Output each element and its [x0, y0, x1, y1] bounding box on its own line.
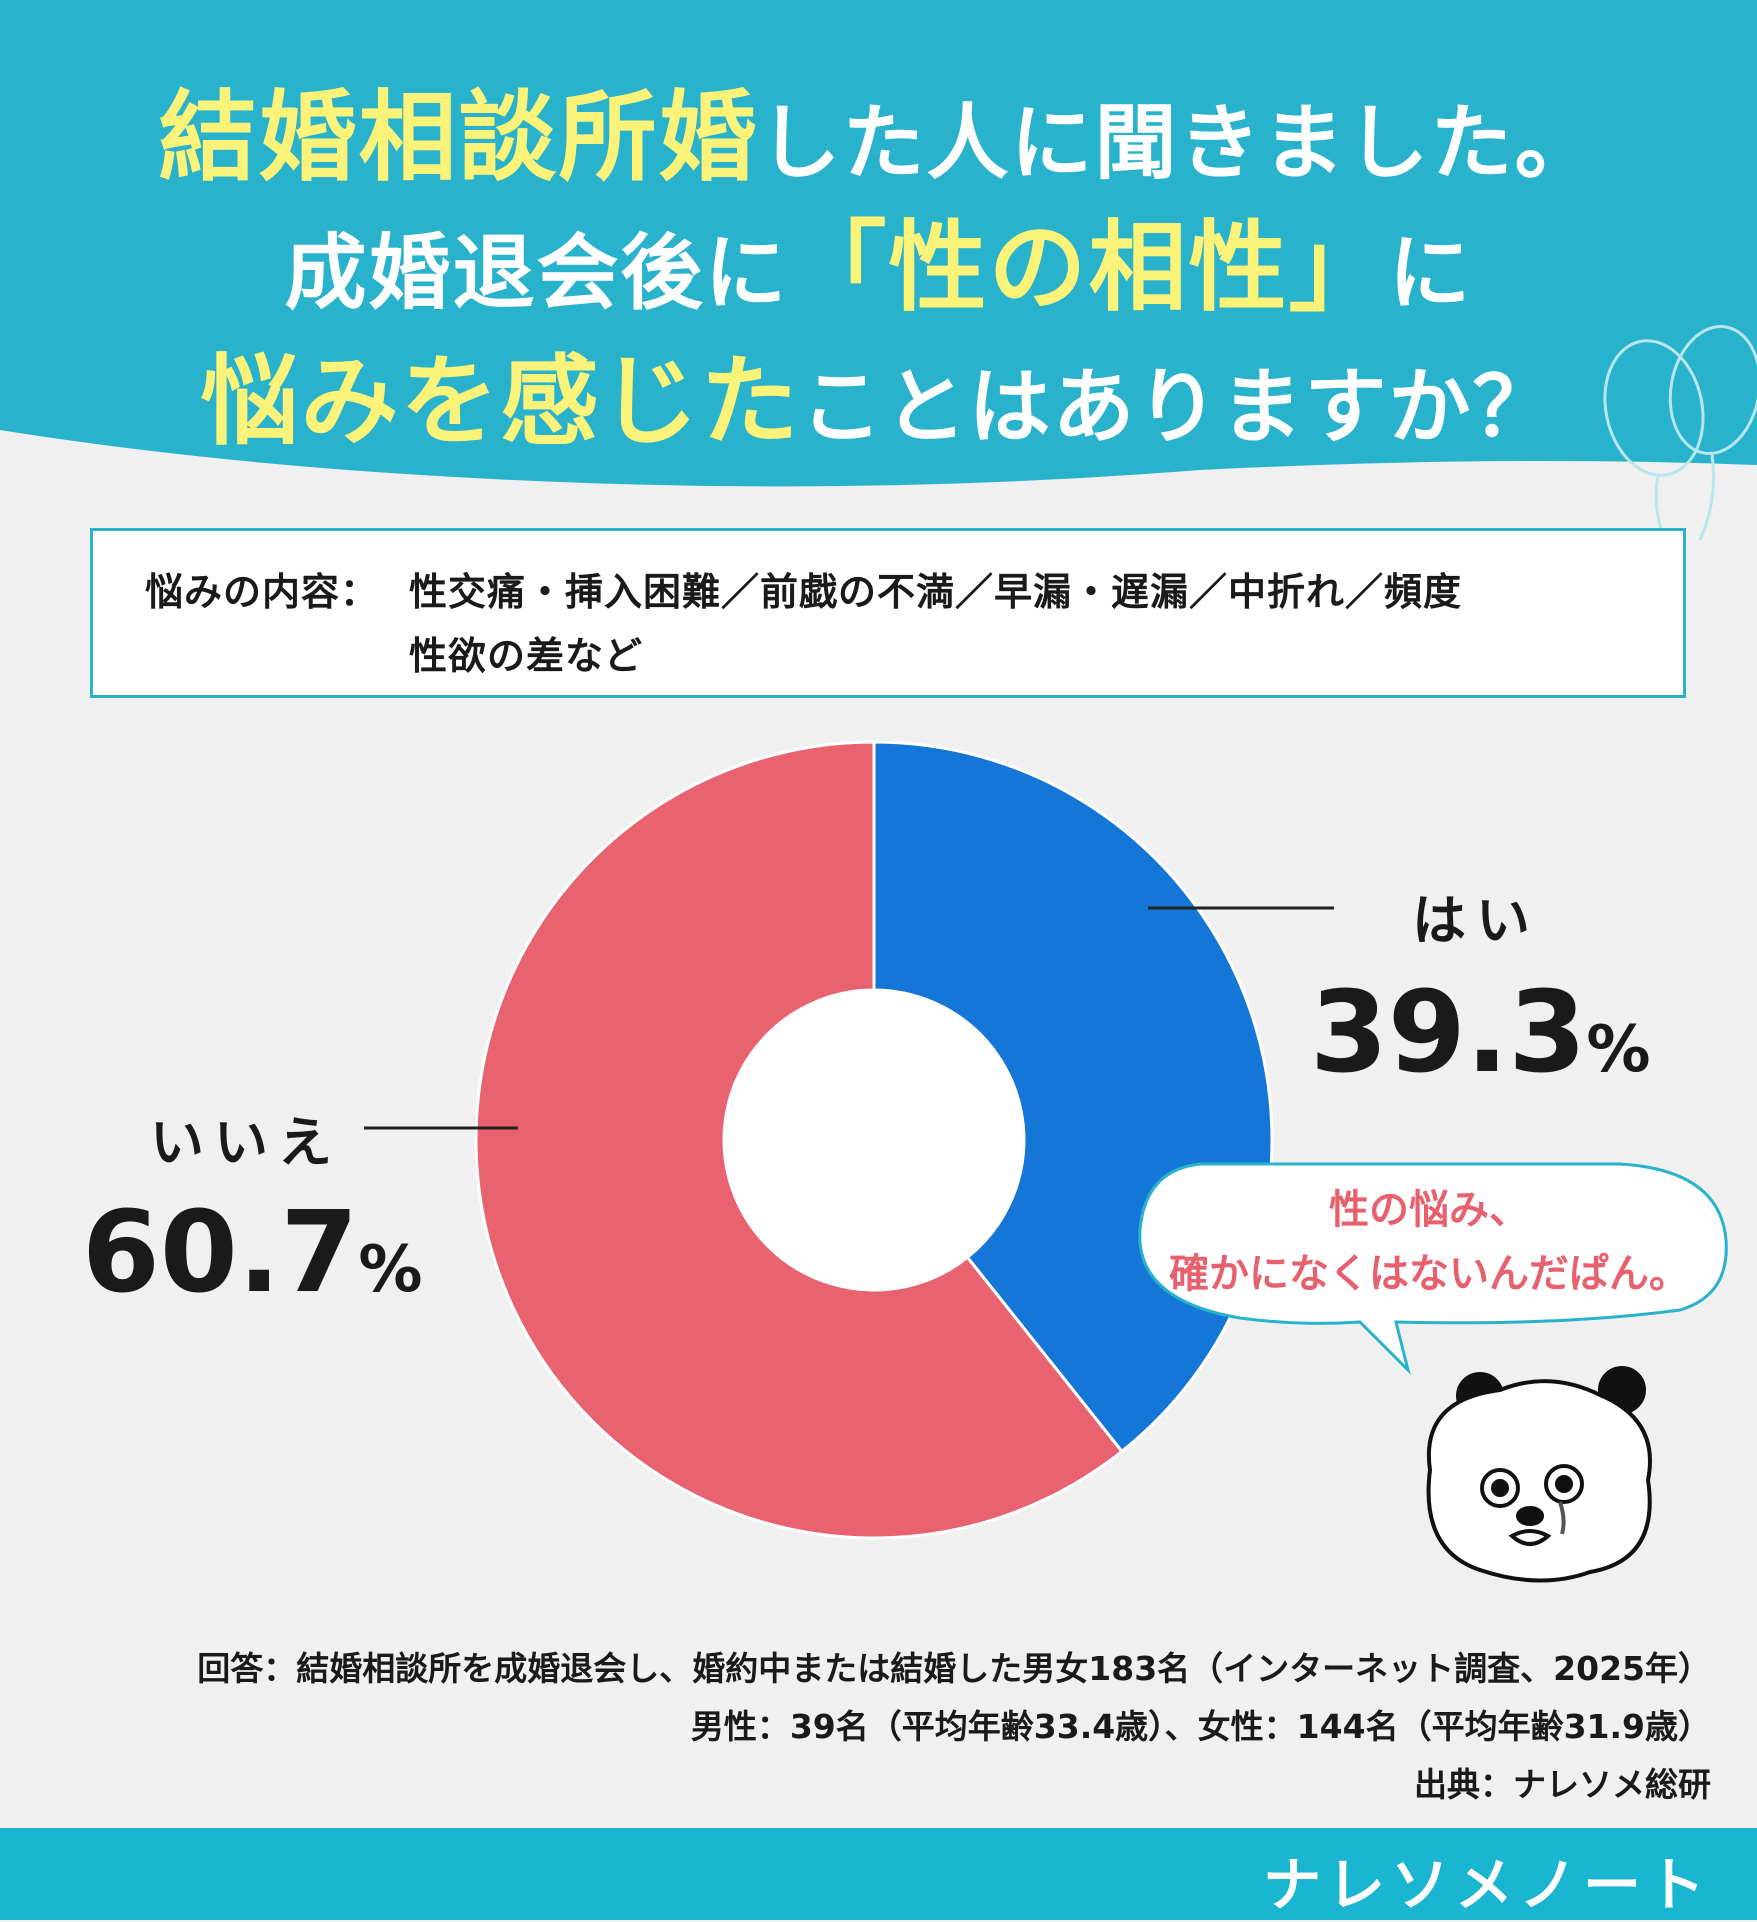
footer-respondents: 回答：結婚相談所を成婚退会し、婚約中または結婚した男女183名（インターネット調…	[197, 1649, 1711, 1688]
title-rest-3: ことはありますか？	[800, 360, 1557, 455]
donut-hole	[724, 990, 1024, 1290]
title-highlight-3: 悩みを感じた	[200, 345, 801, 459]
worry-content-line-2: 性欲の差など	[409, 634, 644, 678]
header-banner	[0, 0, 1757, 487]
title-pre-2: 成婚退会後に	[284, 226, 789, 321]
speech-bubble-line-2: 確かになくはないんだぱん。	[1169, 1251, 1689, 1297]
yes-category-label: はい	[1412, 889, 1540, 952]
no-percent-value: 60.7	[82, 1188, 359, 1318]
yes-percent-sign: %	[1586, 1013, 1651, 1087]
donut-chart	[474, 740, 1274, 1540]
survey-footer: 回答：結婚相談所を成婚退会し、婚約中または結婚した男女183名（インターネット調…	[197, 1640, 1711, 1814]
worry-content-label: 悩みの内容：	[145, 570, 380, 614]
no-percent-sign: %	[358, 1233, 423, 1307]
footer-breakdown: 男性：39名（平均年齢33.4歳）、女性：144名（平均年齢31.9歳）	[690, 1707, 1711, 1746]
title-post-2: に	[1388, 226, 1473, 321]
panda-mascot-icon	[1426, 1366, 1652, 1583]
no-percent-label: 60.7%	[82, 1188, 422, 1318]
title-highlight-1: 結婚相談所婚	[158, 81, 759, 195]
worry-content-box: 悩みの内容： 性交痛・挿入困難／前戯の不満／早漏・遅漏／中折れ／頻度 性欲の差な…	[90, 528, 1686, 698]
brand-logo-text: ナレソメノート	[1262, 1851, 1711, 1919]
title-line-3: 悩みを感じたことはありますか？	[0, 322, 1757, 464]
title-rest-1: した人に聞きました。	[758, 96, 1599, 191]
worry-content-line-1: 性交痛・挿入困難／前戯の不満／早漏・遅漏／中折れ／頻度	[409, 570, 1463, 614]
no-category-label: いいえ	[150, 1111, 342, 1174]
speech-bubble	[1138, 1162, 1728, 1375]
speech-bubble-line-1: 性の悩み、	[1329, 1187, 1529, 1233]
title-highlight-2: 「性の相性」	[788, 211, 1389, 325]
title-line-1: 結婚相談所婚した人に聞きました。	[0, 58, 1757, 200]
yes-percent-label: 39.3%	[1310, 968, 1650, 1098]
brand-bar: ナレソメノート	[0, 1828, 1757, 1920]
balloon-icon	[1603, 325, 1757, 561]
title-line-2: 成婚退会後に「性の相性」に	[0, 188, 1757, 330]
yes-percent-value: 39.3	[1310, 968, 1587, 1098]
speech-bubble-text: 性の悩み、 確かになくはないんだぱん。	[1140, 1178, 1718, 1306]
footer-source: 出典：ナレソメ総研	[1414, 1765, 1711, 1804]
